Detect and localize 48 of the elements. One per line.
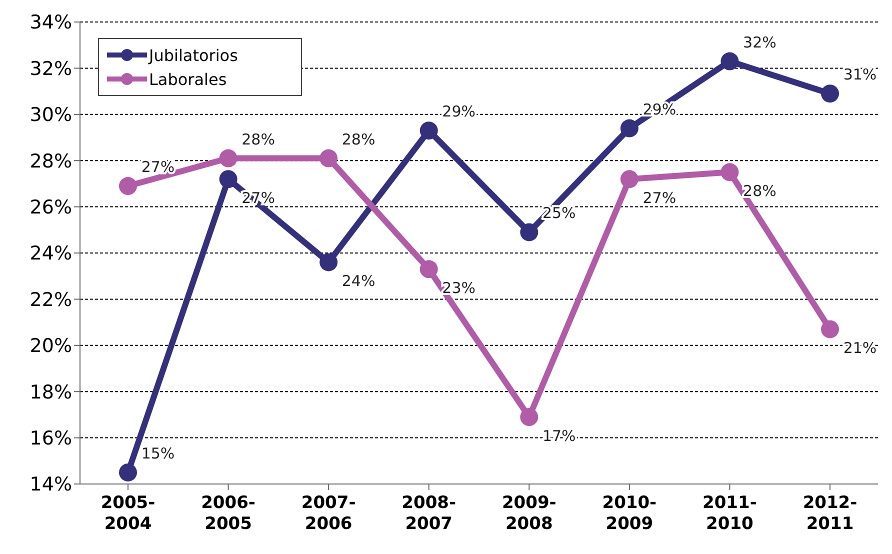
x-tick-label: 2010-2009 — [602, 493, 657, 534]
y-tick-label: 18% — [30, 381, 72, 404]
x-tick-label: 2012-2011 — [802, 493, 858, 534]
y-tick-label: 24% — [30, 242, 72, 265]
point — [219, 149, 238, 168]
x-tick-label: 2008-2007 — [402, 493, 456, 534]
point — [320, 149, 338, 168]
y-tick-label: 14% — [30, 474, 72, 496]
y-tick-label: 28% — [30, 150, 72, 172]
point — [219, 170, 238, 188]
y-tick-label: 30% — [30, 104, 72, 126]
legend-label: Laborales — [149, 70, 227, 88]
point — [520, 408, 538, 426]
data-label: 29% — [442, 102, 476, 121]
point — [420, 122, 438, 140]
point — [620, 119, 638, 138]
point — [821, 84, 839, 103]
legend-label: Jubilatorios — [149, 46, 238, 64]
x-tick-label: 2006-2005 — [201, 493, 256, 534]
point — [119, 463, 137, 482]
y-tick-label: 32% — [30, 58, 72, 80]
point — [320, 253, 338, 272]
data-label: 17% — [542, 427, 576, 446]
data-label: 15% — [141, 444, 175, 462]
x-tick-label: 2011-2010 — [702, 493, 757, 534]
point — [119, 177, 137, 196]
data-label: 24% — [342, 272, 376, 290]
data-label: 32% — [743, 33, 776, 52]
point — [821, 320, 839, 338]
y-tick-label: 34% — [30, 12, 72, 34]
y-tick-label: 16% — [30, 428, 72, 450]
data-label: 28% — [743, 182, 776, 200]
x-tick-label: 2005-2004 — [100, 493, 156, 534]
data-label: 27% — [141, 158, 175, 176]
y-tick-label: 20% — [30, 335, 72, 358]
y-tick-label: 22% — [30, 288, 72, 311]
point — [420, 260, 438, 278]
x-tick-label: 2009-2008 — [502, 493, 556, 534]
point — [720, 52, 739, 70]
x-tick-label: 2007-2006 — [301, 493, 356, 534]
data-label: 31% — [843, 66, 877, 84]
point — [520, 223, 538, 242]
data-label: 28% — [242, 130, 275, 148]
data-label: 27% — [642, 189, 676, 208]
point — [720, 163, 739, 182]
y-tick-label: 26% — [30, 196, 72, 219]
point — [620, 170, 638, 188]
data-label: 28% — [342, 130, 376, 148]
